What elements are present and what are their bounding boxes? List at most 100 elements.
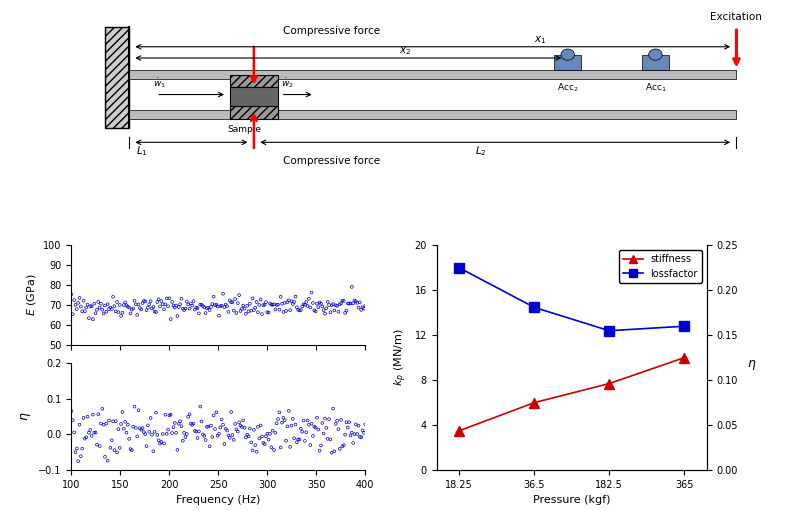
Point bbox=[92, 298, 105, 306]
Point bbox=[335, 299, 348, 307]
Point bbox=[357, 429, 370, 437]
Point bbox=[256, 432, 268, 440]
Point bbox=[337, 297, 350, 305]
Point bbox=[272, 415, 284, 423]
Point bbox=[318, 429, 330, 437]
Point bbox=[128, 297, 141, 305]
Point bbox=[227, 436, 240, 444]
Point bbox=[65, 290, 78, 298]
Point bbox=[355, 433, 368, 441]
Point bbox=[183, 305, 196, 313]
Point bbox=[151, 298, 164, 306]
Point bbox=[81, 412, 94, 421]
Point bbox=[65, 407, 78, 415]
Point bbox=[106, 293, 119, 301]
Point bbox=[349, 297, 362, 306]
Point bbox=[351, 430, 364, 438]
Point bbox=[276, 419, 288, 427]
Point bbox=[83, 314, 95, 322]
Point bbox=[118, 425, 130, 433]
Point bbox=[265, 300, 278, 309]
Point bbox=[81, 300, 94, 309]
Point bbox=[300, 298, 313, 306]
Point bbox=[328, 307, 341, 315]
Bar bbox=[230, 106, 278, 119]
Point bbox=[237, 301, 249, 310]
Point bbox=[217, 290, 229, 298]
Point bbox=[112, 308, 125, 316]
Point bbox=[154, 303, 167, 311]
Legend: stiffness, lossfactor: stiffness, lossfactor bbox=[619, 250, 702, 283]
Point bbox=[149, 308, 162, 316]
Point bbox=[245, 307, 257, 315]
Point bbox=[211, 432, 224, 440]
Point bbox=[175, 422, 188, 430]
Circle shape bbox=[649, 49, 662, 60]
Point bbox=[120, 301, 133, 309]
Point bbox=[268, 300, 280, 309]
Point bbox=[270, 419, 283, 427]
Point bbox=[166, 429, 179, 437]
Point bbox=[163, 411, 175, 420]
Point bbox=[89, 428, 102, 436]
Y-axis label: $\eta$: $\eta$ bbox=[19, 412, 33, 421]
Point bbox=[199, 436, 212, 444]
Point bbox=[154, 439, 167, 448]
Point bbox=[291, 303, 303, 311]
Point bbox=[166, 298, 179, 306]
Point bbox=[209, 425, 222, 433]
Point bbox=[326, 301, 338, 309]
Point bbox=[287, 300, 299, 308]
Point bbox=[96, 405, 109, 413]
Point bbox=[273, 408, 286, 416]
Point bbox=[272, 300, 284, 309]
Point bbox=[180, 297, 193, 306]
Point bbox=[344, 299, 357, 308]
Point bbox=[190, 304, 202, 312]
Point bbox=[277, 308, 290, 316]
Point bbox=[266, 301, 279, 309]
Point bbox=[172, 420, 185, 428]
Point bbox=[226, 431, 239, 439]
Point bbox=[248, 306, 260, 314]
Point bbox=[71, 305, 83, 313]
Point bbox=[176, 436, 189, 445]
Point bbox=[283, 407, 295, 415]
Y-axis label: $E$ (GPa): $E$ (GPa) bbox=[25, 274, 38, 316]
Point bbox=[292, 435, 305, 444]
Point bbox=[139, 297, 152, 306]
Point bbox=[156, 300, 169, 308]
Point bbox=[215, 415, 228, 424]
Point bbox=[147, 447, 160, 455]
Point bbox=[314, 442, 327, 450]
Point bbox=[240, 433, 252, 442]
Point bbox=[340, 307, 353, 315]
Point bbox=[276, 299, 288, 308]
Point bbox=[252, 308, 264, 316]
Point bbox=[93, 304, 106, 312]
Point bbox=[230, 425, 243, 433]
Point bbox=[305, 288, 318, 296]
Point bbox=[214, 302, 227, 310]
Point bbox=[87, 315, 99, 323]
Point bbox=[184, 299, 197, 308]
Point bbox=[248, 426, 260, 434]
Point bbox=[306, 299, 319, 307]
Point bbox=[277, 414, 290, 422]
X-axis label: Frequency (Hz): Frequency (Hz) bbox=[176, 495, 260, 505]
Point bbox=[188, 427, 201, 435]
Point bbox=[242, 307, 255, 315]
Point bbox=[125, 446, 138, 454]
Point bbox=[106, 305, 118, 313]
Point bbox=[219, 425, 232, 433]
Point bbox=[322, 298, 334, 306]
Point bbox=[295, 425, 307, 433]
Point bbox=[202, 423, 214, 431]
Point bbox=[114, 444, 126, 452]
Point bbox=[143, 300, 156, 309]
Point bbox=[124, 445, 137, 453]
Text: $x_2$: $x_2$ bbox=[399, 45, 411, 57]
Point bbox=[281, 422, 294, 430]
Point bbox=[218, 303, 231, 311]
Point bbox=[206, 300, 218, 308]
